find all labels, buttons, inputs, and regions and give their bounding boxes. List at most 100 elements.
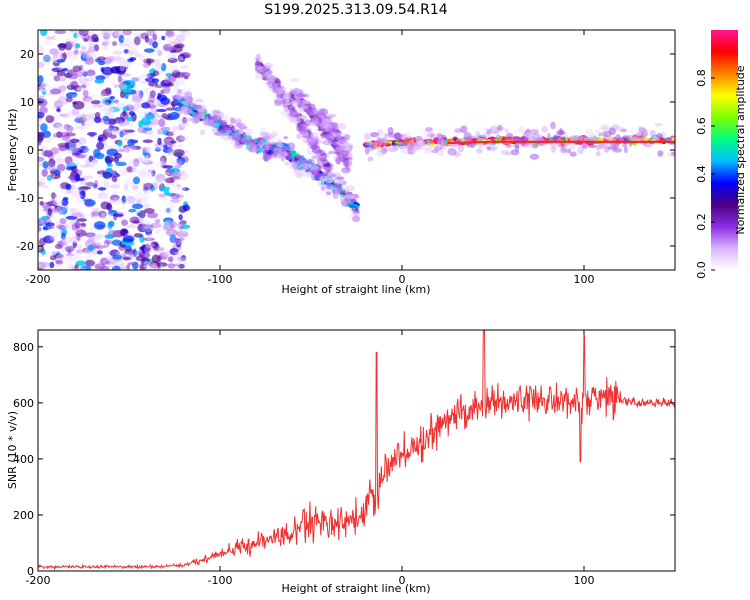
spectrogram-blob-broadband-noise (137, 223, 148, 233)
spectrogram-blob-broadband-noise (137, 75, 143, 84)
spectrogram-blob-broadband-noise (54, 100, 63, 109)
spectrogram-blob-parallel-trace-3 (320, 121, 328, 127)
spectrogram-blob-parallel-trace-1-halo (305, 139, 316, 144)
spectrogram-blob-broadband-noise (98, 210, 107, 219)
spectrogram-blob-parallel-trace-1-halo (275, 92, 282, 99)
spectrogram-blob-broadband-noise (40, 80, 49, 89)
spectrogram-blob-parallel-trace-1-halo (288, 116, 293, 123)
spectrogram-blob-parallel-trace-1-halo (286, 115, 295, 120)
spectrogram-blob-broadband-noise (133, 158, 140, 167)
spectrogram-blob-broadband-noise (128, 208, 137, 213)
spectrogram-y-label: Frequency (Hz) (6, 109, 19, 192)
spectrogram-blob-steady-band-halo (639, 128, 649, 133)
spectrogram-blob-steady-band-halo (558, 147, 569, 154)
spectrogram-blob-broadband-noise (164, 172, 171, 176)
spectrogram-blob-broadband-noise (143, 191, 152, 200)
spectrogram-blob-broadband-noise (42, 160, 49, 169)
spectrogram-blob-broadband-noise (147, 212, 158, 219)
spectrogram-blob-steady-band-halo (447, 147, 457, 156)
spectrogram-blob-main-descending-trace-halo (204, 121, 215, 128)
spectrogram-blob-main-descending-trace-halo (250, 148, 261, 153)
spectrogram-blob-parallel-trace-1 (282, 102, 288, 107)
spectrogram-blob-parallel-trace-1-halo (282, 98, 287, 104)
spectrogram-blob-broadband-noise (51, 192, 56, 199)
spectrogram-blob-parallel-trace-1-halo (271, 86, 281, 94)
spectrogram-blob-broadband-noise (53, 51, 59, 59)
spectrogram-blob-broadband-noise (127, 262, 139, 266)
spectrogram-blob-parallel-trace-2-halo (331, 143, 340, 147)
spectrogram-blob-broadband-noise (94, 152, 105, 160)
spectrogram-blob-broadband-noise (145, 86, 154, 90)
spectrogram-blob-main-descending-trace-halo (285, 152, 293, 161)
spectrogram-blob-broadband-noise (89, 133, 95, 138)
spectrogram-blob-broadband-noise (169, 168, 181, 174)
spectrogram-blob-steady-band-halo (486, 129, 492, 135)
spectrogram-blob-main-descending-trace-halo (270, 146, 280, 152)
spectrogram-blob-broadband-noise (51, 34, 57, 41)
spectrogram-blob-broadband-noise (104, 234, 115, 240)
spectrogram-blob-parallel-trace-3 (341, 145, 349, 149)
spectrogram-blob-main-descending-trace-halo (301, 159, 308, 165)
colorbar-tick-label: 0.4 (695, 165, 708, 183)
spectrogram-blob-parallel-trace-3-halo (320, 121, 328, 129)
spectrogram-blob-broadband-noise (49, 48, 59, 55)
spectrogram-blob-broadband-noise (38, 85, 45, 91)
spectrogram-blob-main-descending-trace-halo (250, 146, 257, 152)
spectrogram-blob-parallel-trace-3-halo (333, 133, 343, 138)
spectrogram-blob-broadband-noise (150, 61, 163, 70)
spectrogram-y-tick-label: 20 (20, 48, 34, 61)
spectrogram-blob-main-descending-trace-halo (216, 133, 226, 137)
spectrogram-blob-parallel-trace-1-halo (289, 111, 300, 117)
spectrogram-blob-main-descending-trace-halo (214, 132, 224, 136)
spectrogram-blob-broadband-noise (73, 126, 85, 130)
spectrogram-blob-main-descending-trace-halo (277, 150, 288, 158)
spectrogram-blob-broadband-noise (87, 233, 95, 243)
spectrogram-blob-broadband-noise (77, 47, 84, 56)
snr-y-tick-label: 800 (13, 341, 34, 354)
spectrogram-blob-broadband-noise (99, 179, 110, 184)
spectrogram-blob-steady-band-halo (377, 137, 387, 142)
spectrogram-blob-broadband-noise (68, 256, 74, 262)
spectrogram-blob-broadband-noise (62, 68, 68, 72)
spectrogram-blob-main-descending-trace-halo (277, 142, 284, 147)
spectrogram-blob-broadband-noise (51, 67, 64, 73)
spectrogram-blob-main-descending-trace-halo (221, 133, 229, 137)
spectrogram-blob-main-descending-trace-halo (280, 154, 286, 162)
spectrogram-blob-broadband-noise (122, 256, 132, 261)
spectrogram-blob-parallel-trace-1-halo (289, 101, 295, 109)
spectrogram-blob-broadband-noise (96, 250, 103, 255)
spectrogram-blob-broadband-noise (133, 94, 142, 102)
spectrogram-blob-main-descending-trace-halo (243, 142, 251, 147)
spectrogram-blob-main-descending-trace-halo (236, 122, 245, 127)
spectrogram-blob-steady-band-halo (585, 128, 594, 137)
snr-x-tick-label: -100 (208, 574, 233, 587)
spectrogram-blob-broadband-noise (88, 155, 94, 163)
spectrogram-blob-broadband-noise (165, 107, 175, 111)
spectrogram-blob-broadband-noise (144, 35, 150, 43)
spectrogram-blob-steady-band-halo (518, 125, 525, 134)
spectrogram-blob-main-descending-trace-halo (349, 193, 360, 199)
spectrogram-blob-broadband-noise (81, 83, 91, 87)
spectrogram-blob-steady-band-halo (550, 121, 556, 130)
snr-x-tick-label: 100 (574, 574, 595, 587)
spectrogram-blob-broadband-noise (44, 36, 50, 45)
spectrogram-blob-parallel-trace-3-halo (327, 118, 333, 125)
spectrogram-blob-parallel-trace-1 (253, 57, 263, 63)
spectrogram-blob-main-descending-trace-halo (174, 95, 182, 100)
spectrogram-blob-main-descending-trace-halo (290, 158, 296, 165)
spectrogram-blob-broadband-noise (57, 43, 68, 49)
spectrogram-blob-broadband-noise (101, 88, 112, 97)
spectrogram-blob-broadband-noise (54, 205, 63, 211)
spectrogram-blob-steady-band (394, 141, 400, 144)
spectrogram-blob-broadband-noise (177, 256, 185, 262)
spectrogram-blob-parallel-trace-1-halo (275, 82, 282, 87)
spectrogram-blob-main-descending-trace (175, 95, 179, 100)
spectrogram-blob-broadband-noise (97, 187, 107, 191)
spectrogram-blob-main-descending-trace-halo (333, 188, 339, 194)
spectrogram-blob-broadband-noise (169, 248, 179, 256)
spectrogram-blob-broadband-noise (136, 212, 142, 217)
spectrogram-blob-broadband-noise (85, 120, 94, 127)
spectrogram-blob-parallel-trace-1-halo (255, 53, 262, 61)
spectrogram-blob-parallel-trace-1 (316, 157, 325, 164)
